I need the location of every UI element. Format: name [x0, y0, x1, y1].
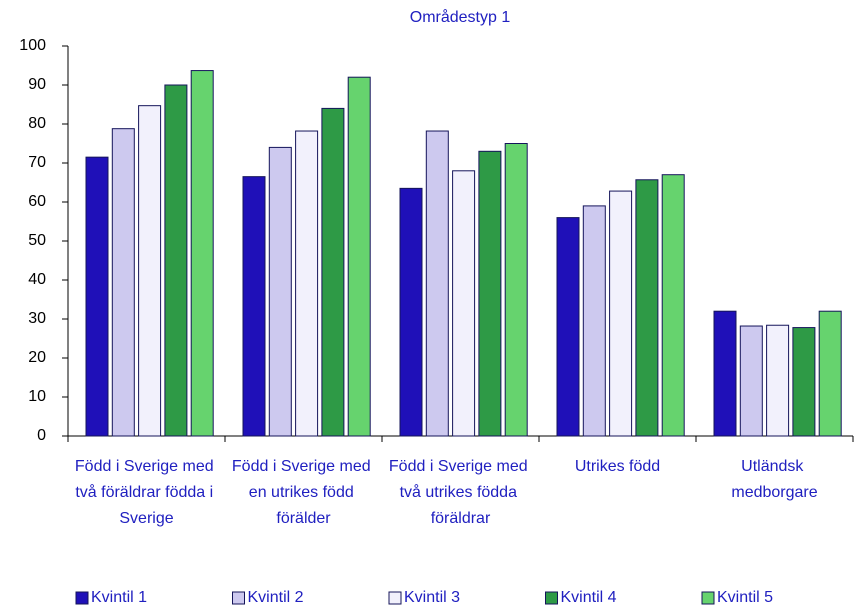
bar [347, 76, 371, 437]
y-tick-label: 50 [28, 232, 46, 249]
bar [399, 187, 423, 437]
x-tick-label: Utländsk medborgare [731, 458, 817, 501]
y-tick-label: 0 [37, 427, 46, 444]
bar [713, 310, 737, 437]
y-tick-label: 60 [28, 193, 46, 210]
legend-label: Kvintil 3 [404, 589, 460, 606]
legend-label: Kvintil 1 [91, 589, 147, 606]
y-tick-label: 20 [28, 349, 46, 366]
bar [321, 107, 345, 437]
legend-swatch [701, 591, 715, 605]
bar [242, 176, 266, 437]
bar [478, 150, 502, 437]
bar [818, 310, 842, 437]
bar [164, 84, 188, 437]
y-tick-label: 90 [28, 76, 46, 93]
bar [138, 105, 162, 437]
bar [268, 146, 292, 437]
legend-swatch [232, 591, 245, 605]
bar [111, 128, 135, 437]
bar [190, 70, 214, 437]
bar [792, 327, 816, 437]
chart-subtitle: Områdestyp 1 [410, 8, 511, 26]
bar [85, 156, 109, 437]
legend-swatch [75, 591, 89, 605]
x-tick-label: Född i Sverige med två utrikes födda för… [389, 458, 532, 527]
bar [661, 174, 685, 437]
y-tick-label: 10 [28, 388, 46, 405]
bar [425, 130, 449, 437]
legend-swatch [545, 591, 558, 605]
y-tick-label: 100 [19, 37, 46, 54]
x-tick-label: Utrikes född [575, 458, 660, 475]
bar [766, 324, 790, 437]
y-tick-label: 40 [28, 271, 46, 288]
legend-label: Kvintil 2 [248, 589, 304, 606]
bar [739, 325, 763, 437]
bar [635, 179, 659, 437]
y-tick-label: 30 [28, 310, 46, 327]
x-tick-label: Född i Sverige med två föräldrar födda i… [75, 458, 218, 527]
bar [609, 190, 633, 437]
y-tick-label: 80 [28, 115, 46, 132]
legend-label: Kvintil 4 [561, 589, 617, 606]
legend-swatch [388, 591, 402, 605]
bar [452, 170, 476, 437]
bar [295, 130, 319, 437]
bar [556, 217, 580, 437]
bar [504, 143, 528, 437]
bar [582, 205, 606, 437]
x-tick-label: Född i Sverige med en utrikes född föräl… [232, 458, 375, 527]
y-tick-label: 70 [28, 154, 46, 171]
legend-label: Kvintil 5 [717, 589, 773, 606]
